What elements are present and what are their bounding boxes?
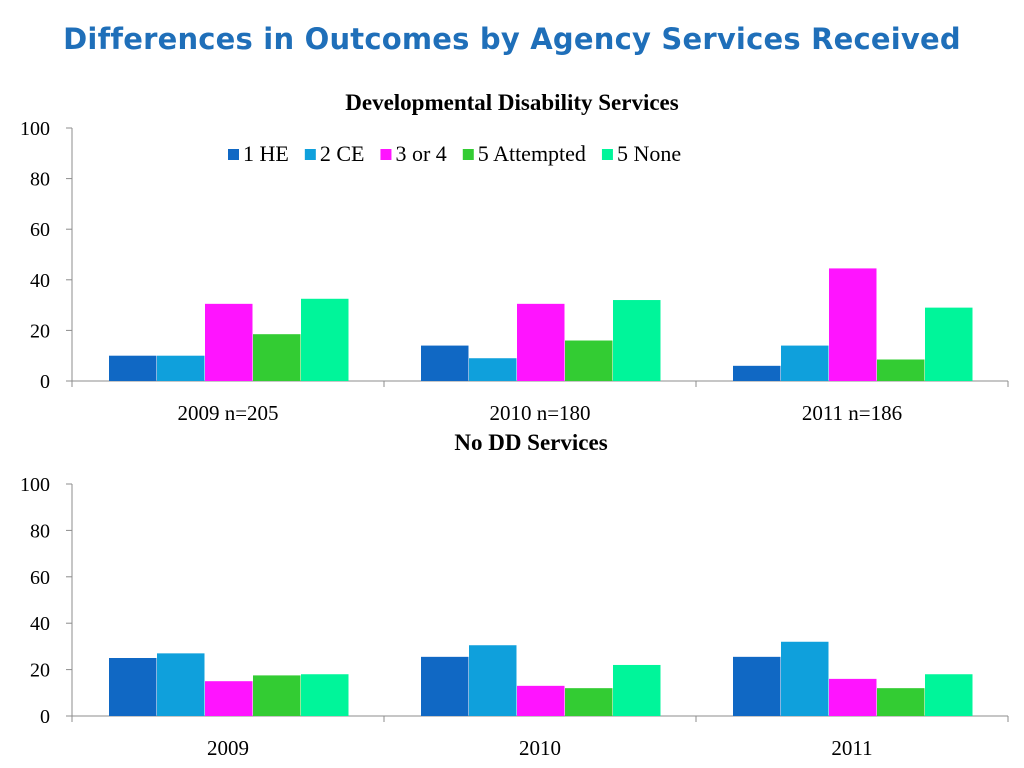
chart-title: Developmental Disability Services	[345, 90, 679, 115]
y-tick-label: 80	[30, 169, 50, 191]
bar	[925, 307, 973, 381]
bar	[829, 268, 877, 381]
y-tick-label: 0	[40, 706, 50, 728]
bar	[469, 358, 517, 381]
y-tick-label: 20	[30, 660, 50, 682]
bar	[157, 355, 205, 381]
bar	[565, 688, 613, 716]
bar	[781, 641, 829, 716]
x-category-label: 2009	[207, 736, 249, 760]
legend-label: 5 Attempted	[478, 141, 586, 166]
bar	[781, 345, 829, 381]
bar	[421, 656, 469, 716]
bar	[253, 334, 301, 381]
bar	[421, 345, 469, 381]
legend-swatch	[304, 149, 316, 160]
y-tick-label: 0	[40, 371, 50, 393]
legend-label: 5 None	[617, 141, 681, 166]
y-tick-label: 40	[30, 270, 50, 292]
y-tick-label: 60	[30, 567, 50, 589]
chart-2: No DD Services 0 20 40 60 80 100 2009 2010 2011	[20, 430, 1009, 760]
bar	[565, 340, 613, 381]
legend: 1 HE 2 CE 3 or 4 5 Attempted 5 None	[228, 141, 681, 166]
bar	[109, 658, 157, 716]
bar	[301, 298, 349, 381]
legend-label: 2 CE	[320, 141, 365, 166]
x-category-label: 2011 n=186	[802, 401, 902, 425]
legend-swatch	[462, 149, 474, 160]
legend-label: 3 or 4	[395, 141, 446, 166]
x-category-label: 2009 n=205	[177, 401, 278, 425]
y-tick-label: 100	[20, 474, 50, 496]
bar	[205, 303, 253, 381]
bar	[877, 359, 925, 381]
bar	[253, 675, 301, 716]
y-tick-label: 40	[30, 613, 50, 635]
chart-title: No DD Services	[454, 430, 607, 455]
bar	[301, 674, 349, 716]
x-category-label: 2010	[519, 736, 561, 760]
bar	[733, 656, 781, 716]
bar	[829, 678, 877, 716]
bar	[517, 303, 565, 381]
bar	[877, 688, 925, 716]
y-tick-label: 60	[30, 219, 50, 241]
legend-swatch	[380, 149, 392, 160]
y-tick-label: 80	[30, 520, 50, 542]
bar	[613, 664, 661, 716]
bar	[613, 300, 661, 381]
y-tick-label: 100	[20, 118, 50, 140]
legend-swatch	[601, 149, 613, 160]
x-category-label: 2011	[831, 736, 872, 760]
x-category-label: 2010 n=180	[489, 401, 590, 425]
chart-1: Developmental Disability Services 0 20 40 60…	[20, 90, 1009, 425]
y-tick-label: 20	[30, 320, 50, 342]
legend-label: 1 HE	[243, 141, 289, 166]
bar	[469, 645, 517, 716]
bar	[733, 365, 781, 381]
bar	[109, 355, 157, 381]
legend-swatch	[228, 149, 239, 160]
slide-title: Differences in Outcomes by Agency Servic…	[63, 22, 961, 56]
bar	[157, 653, 205, 716]
bar	[925, 674, 973, 716]
bar	[517, 685, 565, 716]
bar	[205, 681, 253, 716]
